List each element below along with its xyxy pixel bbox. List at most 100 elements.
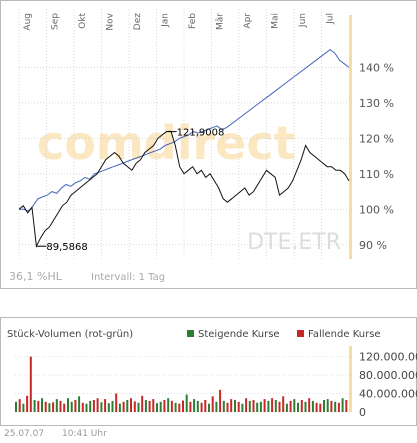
- price-chart: comdirect DTE.ETR Aug Sep Okt Nov Dez Jan Feb Mär…: [9, 9, 394, 283]
- month-tick-label: Mär: [215, 13, 225, 30]
- volume-bar: [107, 403, 110, 412]
- legend-label: Fallende Kurse: [308, 329, 381, 340]
- volume-chart-panel: Stück-Volumen (rot-grün) Steigende Kurse F…: [0, 317, 417, 426]
- hl-label: 36,1 %HL: [9, 270, 63, 283]
- y-tick-label: 120 %: [359, 132, 394, 145]
- volume-bar: [118, 403, 121, 412]
- volume-bar: [33, 400, 36, 412]
- month-tick-label: Feb: [188, 13, 198, 29]
- month-tick-label: Okt: [78, 13, 88, 29]
- volume-bar: [200, 402, 203, 412]
- interval-label: Intervall: 1 Tag: [91, 272, 165, 283]
- month-tick-label: Dez: [133, 13, 143, 30]
- volume-bar: [230, 399, 233, 412]
- month-tick-label: Sep: [50, 13, 60, 30]
- volume-bar: [70, 401, 73, 412]
- volume-bar: [237, 401, 240, 412]
- volume-bar: [300, 400, 303, 412]
- month-tick-label: Jun: [298, 13, 308, 28]
- volume-bar: [156, 403, 158, 412]
- volume-bar: [304, 401, 307, 412]
- volume-bar: [256, 402, 259, 412]
- volume-bar: [248, 400, 251, 412]
- volume-bar: [167, 398, 170, 412]
- watermark: comdirect: [37, 116, 296, 170]
- volume-bar: [185, 394, 188, 412]
- month-tick-label: Jul: [325, 13, 335, 25]
- y-tick-label: 0: [359, 406, 366, 419]
- price-chart-panel: comdirect DTE.ETR Aug Sep Okt Nov Dez Jan Feb Mär…: [0, 0, 417, 289]
- month-tick-label: Mai: [270, 13, 280, 29]
- volume-bar: [55, 399, 58, 412]
- volume-bar: [182, 400, 184, 412]
- volume-bar: [152, 399, 155, 412]
- volume-bar: [78, 396, 81, 412]
- volume-title: Stück-Volumen (rot-grün): [7, 329, 133, 340]
- volume-bar: [15, 401, 17, 412]
- volume-bar: [59, 400, 62, 412]
- volume-bar: [208, 403, 210, 412]
- volume-bar: [22, 403, 25, 412]
- volume-bar: [144, 400, 147, 412]
- volume-bar: [252, 400, 255, 412]
- volume-bar: [37, 400, 40, 412]
- volume-bar: [271, 398, 274, 412]
- y-tick-label: 90 %: [359, 239, 387, 252]
- volume-bar: [293, 399, 296, 412]
- right-accent-bar: [349, 346, 352, 412]
- volume-bar: [241, 403, 244, 412]
- y-tick-label: 130 %: [359, 97, 394, 110]
- y-tick-label: 120.000.000: [359, 351, 417, 364]
- volume-bar: [289, 400, 292, 412]
- volume-bar: [215, 401, 218, 412]
- volume-bar: [323, 400, 325, 412]
- volume-bar: [89, 400, 92, 412]
- volume-bar: [282, 396, 285, 412]
- volume-bar: [48, 403, 51, 412]
- volume-bar: [285, 403, 288, 412]
- volume-bar: [92, 400, 95, 412]
- volume-bar: [111, 400, 114, 412]
- volume-bar: [63, 403, 66, 412]
- volume-bar: [330, 400, 333, 412]
- footer: 25.07.07 10:41 Uhr: [0, 429, 417, 443]
- legend-swatch: [187, 330, 194, 337]
- month-tick-label: Aug: [23, 13, 33, 31]
- volume-bar: [259, 401, 262, 412]
- volume-bar: [274, 400, 277, 412]
- volume-bar: [115, 393, 118, 412]
- volume-bar: [148, 400, 151, 412]
- volume-bar: [170, 400, 173, 412]
- volume-bar: [311, 400, 314, 412]
- volume-bar: [319, 403, 322, 412]
- benchmark-line: [19, 48, 350, 212]
- volume-bar: [81, 402, 84, 412]
- volume-bar: [204, 400, 207, 412]
- y-tick-label: 100 %: [359, 203, 394, 216]
- volume-bar: [278, 401, 281, 412]
- volume-bar: [326, 399, 329, 412]
- volume-bar: [337, 402, 340, 412]
- volume-bar: [74, 400, 77, 412]
- volume-bar: [29, 356, 32, 412]
- volume-bar: [174, 402, 177, 412]
- price-line: [18, 130, 350, 248]
- volume-bar: [211, 396, 214, 412]
- volume-bar: [52, 402, 55, 412]
- volume-bar: [137, 402, 140, 412]
- volume-bar: [141, 395, 144, 412]
- volume-bar: [341, 398, 344, 412]
- month-tick-label: Nov: [105, 12, 115, 30]
- volume-bar: [267, 400, 270, 412]
- volume-bar: [245, 398, 248, 412]
- volume-bar: [308, 398, 311, 412]
- month-tick-label: Jan: [160, 13, 170, 28]
- volume-chart: Stück-Volumen (rot-grün) Steigende Kurse F…: [7, 329, 417, 419]
- volume-bar: [104, 399, 107, 412]
- footer-date: 25.07.07: [4, 429, 45, 439]
- volume-bar: [44, 401, 47, 412]
- volume-bar: [189, 401, 192, 412]
- volume-bar: [178, 403, 181, 412]
- volume-bar: [41, 398, 43, 412]
- volume-bar: [159, 401, 162, 412]
